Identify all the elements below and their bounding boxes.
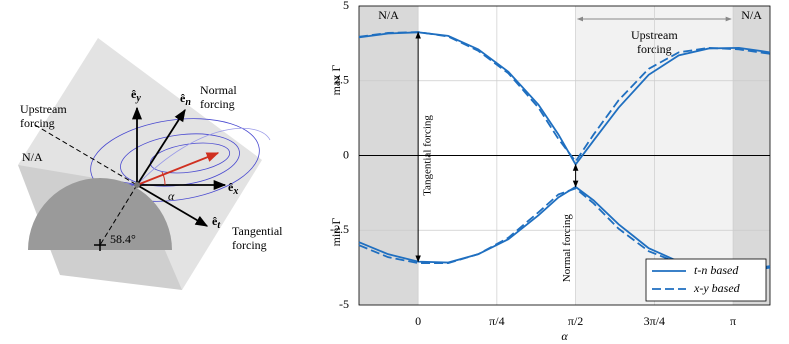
radius bbox=[99, 184, 138, 246]
plot-frame bbox=[358, 5, 771, 306]
symbol: ê bbox=[228, 180, 234, 194]
flow-vector bbox=[136, 152, 220, 186]
angle-arc bbox=[161, 171, 166, 186]
subscript: x bbox=[232, 186, 238, 197]
x-tick-label: π bbox=[730, 314, 736, 328]
annotation-text: Tangential forcing bbox=[422, 115, 434, 196]
upstream-label: Upstream bbox=[20, 102, 67, 116]
legend-label: x-y based bbox=[693, 281, 741, 295]
alpha-label: α bbox=[168, 189, 175, 203]
upstream-label: forcing bbox=[20, 116, 55, 130]
y-tick-label: 5 bbox=[343, 0, 349, 12]
y-tick-label: -2.5 bbox=[330, 222, 349, 236]
subscript: n bbox=[185, 97, 191, 108]
y-axis-label: max Γ bbox=[329, 65, 343, 96]
normal-label: Normal bbox=[200, 83, 237, 97]
normal-label: forcing bbox=[200, 97, 235, 111]
tangential-label: Tangential bbox=[232, 224, 283, 238]
y-tick-label: -5 bbox=[339, 297, 349, 311]
vector-label: êy bbox=[131, 87, 141, 105]
vector-label: ên bbox=[180, 91, 191, 109]
subscript: t bbox=[217, 220, 221, 231]
upstream-band bbox=[18, 38, 262, 290]
symbol: ê bbox=[131, 87, 137, 101]
x-axis-label: α bbox=[561, 329, 568, 343]
tangential-label: forcing bbox=[232, 238, 267, 252]
vector-label: êx bbox=[228, 180, 238, 198]
origin bbox=[134, 182, 140, 188]
y-axis-label: min Γ bbox=[329, 218, 343, 247]
na-label: N/A bbox=[22, 150, 43, 164]
x-tick-label: π/2 bbox=[568, 314, 583, 328]
boundary bbox=[34, 124, 138, 186]
x-tick-label: 0 bbox=[415, 314, 421, 328]
region-label: N/A bbox=[741, 8, 762, 22]
y-tick-label: 2.5 bbox=[334, 73, 349, 87]
x-tick-label: 3π/4 bbox=[644, 314, 665, 328]
series-line bbox=[358, 31, 771, 167]
annotation-text: Normal forcing bbox=[561, 214, 573, 283]
symbol: ê bbox=[212, 214, 218, 228]
diagram: êy ênêxêtNormalforcingUpstreamforcingTang… bbox=[18, 38, 283, 290]
angle-label: 58.4° bbox=[110, 232, 136, 246]
vector-label: êt bbox=[212, 214, 221, 232]
y-tick-label: 0 bbox=[343, 147, 349, 161]
vectors bbox=[131, 106, 227, 227]
region-label: N/A bbox=[378, 8, 399, 22]
legend-label: t-n based bbox=[694, 263, 739, 277]
cylinder bbox=[28, 178, 172, 250]
symbol: ê bbox=[180, 91, 186, 105]
subscript: y bbox=[135, 93, 141, 104]
x-tick-label: π/4 bbox=[489, 314, 504, 328]
legend-box bbox=[645, 258, 767, 302]
center bbox=[94, 239, 106, 251]
